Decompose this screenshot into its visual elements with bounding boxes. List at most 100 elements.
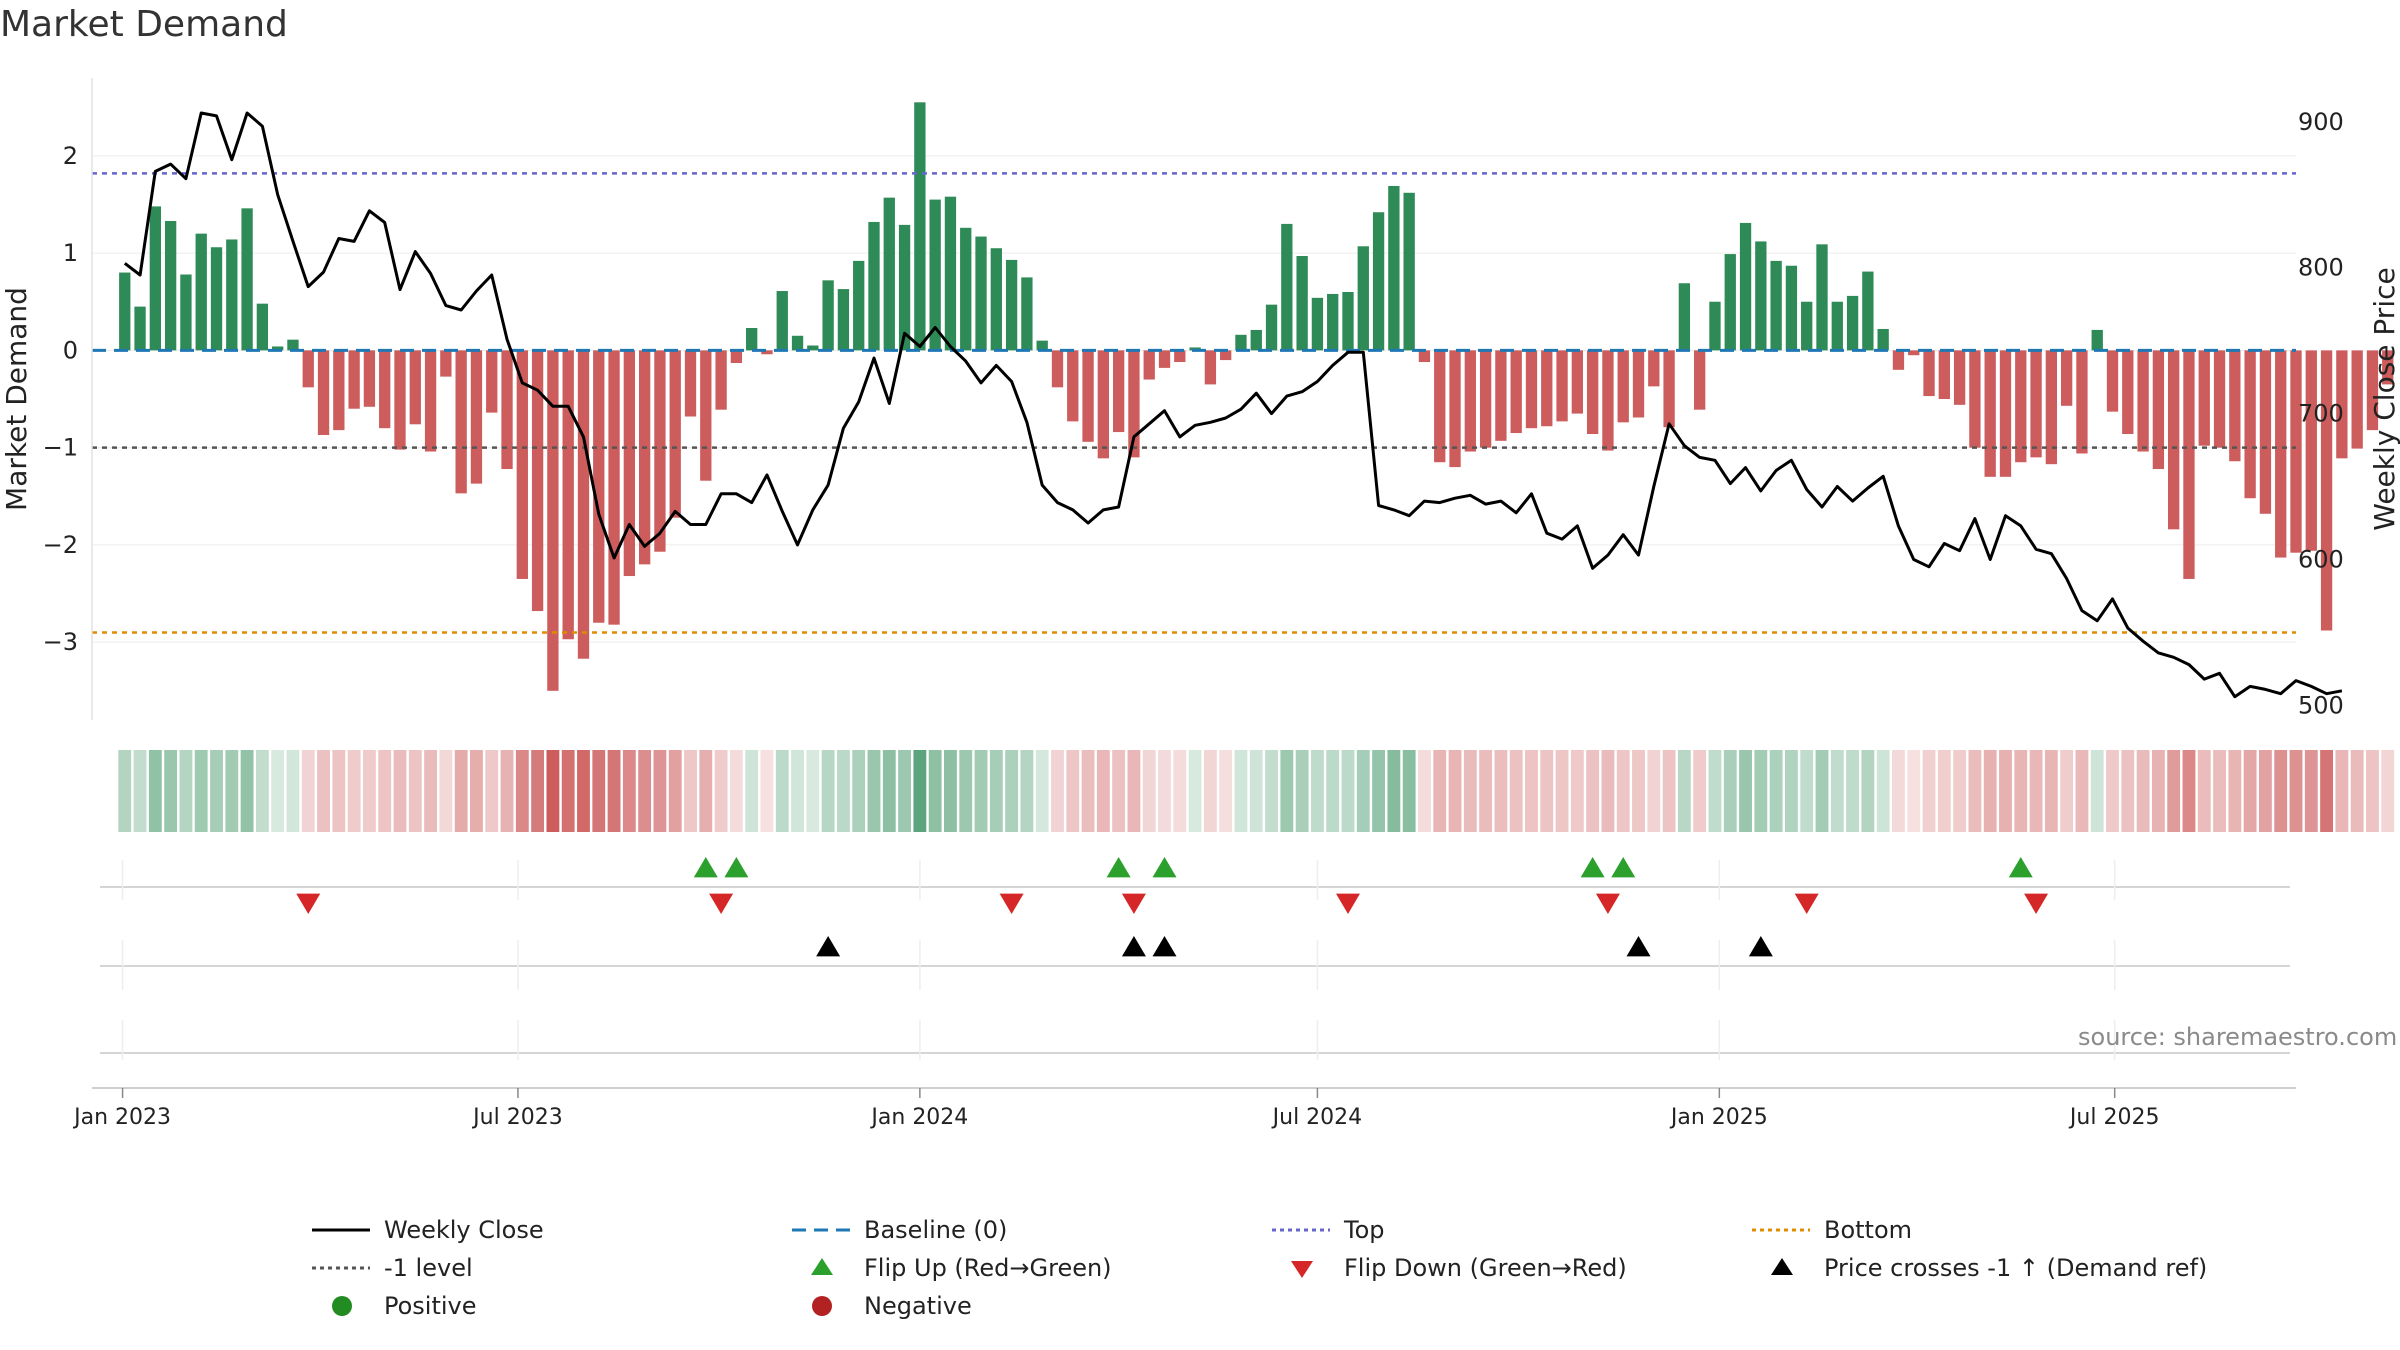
demand-bar	[149, 206, 162, 351]
heat-cell	[577, 750, 590, 832]
demand-bar	[1892, 350, 1905, 370]
demand-bar	[914, 102, 926, 351]
legend-negative-label: Negative	[864, 1292, 972, 1320]
heat-cell	[1830, 750, 1844, 832]
flip-down-marker	[296, 893, 321, 914]
demand-bar	[210, 247, 223, 351]
heat-cell	[1066, 750, 1080, 832]
demand-bar	[180, 274, 192, 351]
x-tick-label: Jan 2023	[72, 1105, 171, 1130]
heat-cell	[424, 750, 437, 832]
heat-cell	[485, 750, 499, 832]
demand-bar	[1541, 350, 1553, 427]
heat-cell	[347, 750, 361, 832]
demand-bar	[791, 335, 804, 351]
heat-cell	[791, 750, 804, 832]
flip-down-marker	[1595, 893, 1620, 914]
demand-bar	[608, 350, 620, 625]
demand-bar	[2122, 350, 2134, 435]
heat-cell	[2136, 750, 2150, 832]
demand-bar	[1143, 350, 1155, 380]
flip-down-icon	[1291, 1261, 1313, 1278]
demand-bar	[1999, 350, 2012, 477]
demand-bar	[1678, 283, 1691, 351]
demand-bar	[1342, 292, 1354, 351]
demand-bar	[363, 350, 376, 407]
right-tick-label: 600	[2298, 546, 2344, 574]
heat-cell	[1280, 750, 1294, 832]
heat-cell	[1601, 750, 1615, 832]
heat-cell	[1249, 750, 1263, 832]
heat-cell	[2350, 750, 2364, 832]
heat-cell	[515, 750, 529, 832]
demand-bar	[1862, 271, 1874, 351]
demand-bar	[2076, 350, 2088, 454]
heat-cell	[1616, 750, 1630, 832]
demand-bar	[593, 350, 605, 623]
heat-cell	[362, 750, 376, 832]
demand-bar	[134, 306, 146, 351]
demand-bar	[2183, 350, 2195, 579]
heat-cell	[1341, 750, 1355, 832]
demand-bar	[2259, 350, 2272, 514]
demand-bar	[898, 224, 911, 351]
price-cross-marker	[1121, 936, 1146, 957]
axes-layer: −3 −2 −1 0 1 2 500 600 700 800 900 Market Demand Wee…	[0, 78, 2400, 720]
demand-bar	[440, 350, 452, 377]
heat-cell	[1632, 750, 1645, 832]
demand-bar	[1005, 259, 1018, 351]
demand-bar	[287, 339, 299, 351]
demand-bar	[1449, 350, 1461, 468]
demand-bar	[2351, 350, 2363, 449]
price-cross-marker	[1626, 936, 1651, 957]
legend-top-label: Top	[1344, 1216, 1385, 1244]
demand-bar	[929, 199, 941, 351]
heat-cell	[944, 750, 957, 832]
heat-cell	[1265, 750, 1278, 832]
demand-bar	[2091, 329, 2103, 351]
heat-cell	[1723, 750, 1737, 832]
demand-bar	[1479, 350, 1492, 448]
x-tick-label: Jan 2025	[1669, 1105, 1768, 1130]
heat-cell	[2167, 750, 2181, 832]
demand-bar	[1969, 350, 1981, 448]
demand-bar	[1327, 293, 1339, 351]
heat-cell	[2182, 750, 2196, 832]
left-tick-label: −1	[43, 434, 78, 462]
heat-cell	[2258, 750, 2272, 832]
demand-bar	[2213, 350, 2226, 448]
demand-bar	[1220, 350, 1232, 361]
heat-cell	[1739, 750, 1752, 832]
flip-down-marker	[999, 893, 1024, 914]
demand-bar	[1785, 265, 1798, 351]
heat-cell	[1387, 750, 1401, 832]
demand-bar	[837, 289, 850, 351]
demand-bar	[807, 345, 819, 351]
heat-cell	[867, 750, 881, 832]
demand-bar	[1938, 350, 1950, 399]
demand-bar	[1296, 256, 1308, 351]
heat-cell	[454, 750, 468, 832]
demand-bar	[409, 350, 421, 425]
heat-cell	[2060, 750, 2074, 832]
heat-cell	[2106, 750, 2119, 832]
demand-bar	[2366, 350, 2379, 431]
heat-cell	[760, 750, 774, 832]
legend-baseline-label: Baseline (0)	[864, 1216, 1008, 1244]
heat-cell	[1142, 750, 1156, 832]
heat-cell	[2213, 750, 2226, 832]
heat-cell	[255, 750, 269, 832]
demand-bar	[1770, 260, 1782, 351]
demand-bar	[562, 350, 574, 640]
heat-cell	[148, 750, 162, 832]
x-axis: Jan 2023 Jul 2023 Jan 2024 Jul 2024 Jan 2025…	[72, 1087, 2296, 1130]
heat-cell	[332, 750, 346, 832]
heat-cell	[928, 750, 942, 832]
heat-cell	[1677, 750, 1691, 832]
demand-bar	[333, 350, 345, 431]
heat-cell	[2320, 750, 2334, 832]
heat-cell	[836, 750, 850, 832]
positive-dot-icon	[332, 1296, 352, 1316]
price-cross-marker	[816, 936, 841, 957]
